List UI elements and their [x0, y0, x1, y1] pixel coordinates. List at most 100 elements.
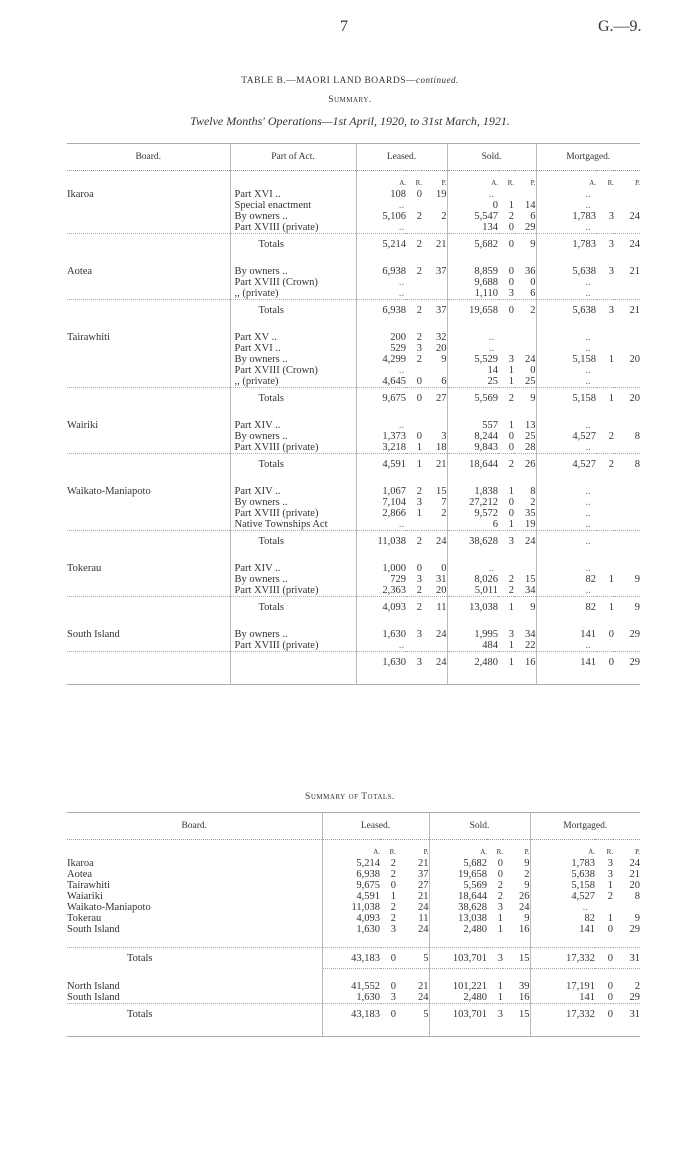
unit-label: A.	[529, 839, 595, 858]
blank-cell	[67, 343, 230, 354]
table-row: Part XVIII (Crown).. 14 1 0..	[67, 365, 640, 376]
sold-acres: 8,244	[446, 431, 498, 442]
blank-cell	[529, 1024, 640, 1037]
mortgaged-total-perches: 21	[614, 299, 640, 320]
leased-acres: 729	[355, 574, 406, 585]
mortgaged-roods: 3	[607, 869, 613, 880]
table-title-continued: continued.	[416, 75, 459, 85]
leased-perches: 37	[436, 266, 447, 277]
table-row: North Island 41,552 0 21 101,221 1 39 17,191 0 2	[67, 981, 640, 992]
leased-perches: 2	[441, 211, 447, 222]
unit-label: P.	[441, 179, 447, 187]
blank-cell	[355, 672, 447, 685]
leased-total-roods: 1	[406, 453, 422, 474]
mortgaged-perches: 31	[613, 1003, 640, 1024]
mortgaged-roods: 1	[607, 913, 613, 924]
blank-cell	[229, 551, 356, 563]
mortgaged-acres: 141	[535, 629, 596, 640]
mortgaged-roods: 3	[608, 266, 614, 277]
blank-cell	[446, 474, 536, 486]
blank-cell	[67, 574, 230, 585]
mortgaged-roods: 0	[607, 924, 613, 935]
unit-label: P.	[530, 179, 536, 187]
leased-perches: 20	[436, 585, 447, 596]
table-row: Native Townships Act.. 6 1 19..	[67, 519, 640, 531]
sold-total-acres: 2,480	[446, 651, 498, 672]
leased-acres: 1,373	[355, 431, 406, 442]
sold-perches: 24	[519, 902, 530, 913]
board-name: Tairawhiti	[67, 880, 110, 891]
mortgaged-roods: 3	[607, 858, 613, 869]
part-of-act: Part XIV ..	[229, 420, 356, 431]
totals-label	[229, 651, 356, 672]
leased-empty: ..	[355, 277, 447, 288]
mortgaged-total-acres: 82	[535, 596, 596, 617]
table-row: Part XVIII (private) 2,866 1 2 9,572 0 35..	[67, 508, 640, 519]
sold-total-perches: 26	[514, 453, 536, 474]
sold-total-roods: 0	[498, 233, 514, 254]
mortgaged-total-acres: 5,638	[535, 299, 596, 320]
board-name: South Island	[67, 629, 120, 640]
mortgaged-total-perches: 8	[614, 453, 640, 474]
leased-perches: 15	[436, 486, 447, 497]
sold-empty: ..	[446, 189, 536, 200]
sold-acres: 6	[446, 519, 498, 531]
grand-totals-row: Totals 43,183 0 5 103,701 3 15 17,332 0 31	[67, 1003, 640, 1024]
blank-cell	[535, 254, 640, 266]
sold-acres: 484	[446, 640, 498, 652]
table-row: Part XVIII (private) 3,218 1 18 9,843 0 28..	[67, 442, 640, 454]
part-of-act: ,, (private)	[229, 376, 356, 388]
mortgaged-roods: 2	[608, 431, 614, 442]
blank-cell	[229, 672, 356, 685]
mortgaged-total-empty: ..	[535, 530, 640, 551]
sold-perches: 2	[524, 869, 530, 880]
part-of-act: By owners ..	[229, 354, 356, 365]
table-row: Part XVIII (Crown).. 9,688 0 0..	[67, 277, 640, 288]
leased-acres: 2,866	[355, 508, 406, 519]
sold-total-acres: 5,569	[446, 387, 498, 408]
mortgaged-total-perches: 20	[614, 387, 640, 408]
unit-label: R.	[415, 179, 422, 187]
blank-cell	[355, 551, 447, 563]
unit-label: A.	[428, 839, 487, 858]
mortgaged-perches: 29	[629, 924, 641, 935]
sold-perches: 25	[525, 431, 536, 442]
sold-acres: 13,038	[428, 913, 487, 924]
sold-acres: 5,569	[428, 880, 487, 891]
unit-label: R.	[496, 848, 503, 856]
leased-total-perches: 24	[422, 651, 447, 672]
mortgaged-acres: 82	[535, 574, 596, 585]
blank-cell	[529, 935, 640, 948]
leased-perches: 24	[418, 992, 429, 1003]
sold-roods: 3	[497, 902, 503, 913]
document-reference: G.—9.	[598, 18, 642, 35]
mortgaged-empty: ..	[535, 365, 640, 376]
mortgaged-empty: ..	[535, 189, 640, 200]
sold-roods: 3	[508, 629, 514, 640]
mortgaged-perches: 21	[629, 869, 641, 880]
leased-total-acres: 1,630	[355, 651, 406, 672]
leased-total-acres: 6,938	[355, 299, 406, 320]
sold-acres: 1,995	[446, 629, 498, 640]
leased-total-roods: 2	[406, 233, 422, 254]
mortgaged-perches: 29	[629, 992, 641, 1003]
sold-roods: 1	[497, 981, 503, 992]
blank-cell	[67, 211, 230, 222]
leased-roods: 2	[416, 585, 422, 596]
mortgaged-total-roods: 3	[596, 233, 614, 254]
sold-total-roods: 1	[498, 651, 514, 672]
sold-acres: 27,212	[446, 497, 498, 508]
mortgaged-total-perches: 24	[614, 233, 640, 254]
table-row: Wairiki Part XIV .... 557 1 13..	[67, 420, 640, 431]
leased-acres: 4,645	[355, 376, 406, 388]
totals-row: Totals 11,038 2 24 38,628 3 24..	[67, 530, 640, 551]
totals-label: Totals	[229, 233, 356, 254]
summary-table: Board. Part of Act. Leased. Sold. Mortga…	[67, 143, 640, 685]
sold-acres: 38,628	[428, 902, 487, 913]
blank-cell	[67, 508, 230, 519]
blank-cell	[229, 254, 356, 266]
sold-acres: 8,859	[446, 266, 498, 277]
mortgaged-acres: 4,527	[535, 431, 596, 442]
board-name: Waikato-Maniapoto	[67, 486, 151, 497]
sold-acres: 103,701	[428, 1003, 487, 1024]
